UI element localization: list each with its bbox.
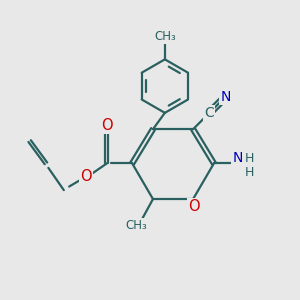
- Text: H: H: [244, 166, 254, 179]
- Text: O: O: [101, 118, 113, 133]
- Text: O: O: [80, 169, 92, 184]
- Text: C: C: [205, 106, 214, 120]
- Text: N: N: [232, 151, 243, 165]
- Text: H: H: [244, 152, 254, 164]
- Text: N: N: [220, 89, 231, 103]
- Text: CH₃: CH₃: [154, 30, 176, 43]
- Text: O: O: [188, 199, 200, 214]
- Text: CH₃: CH₃: [126, 219, 148, 232]
